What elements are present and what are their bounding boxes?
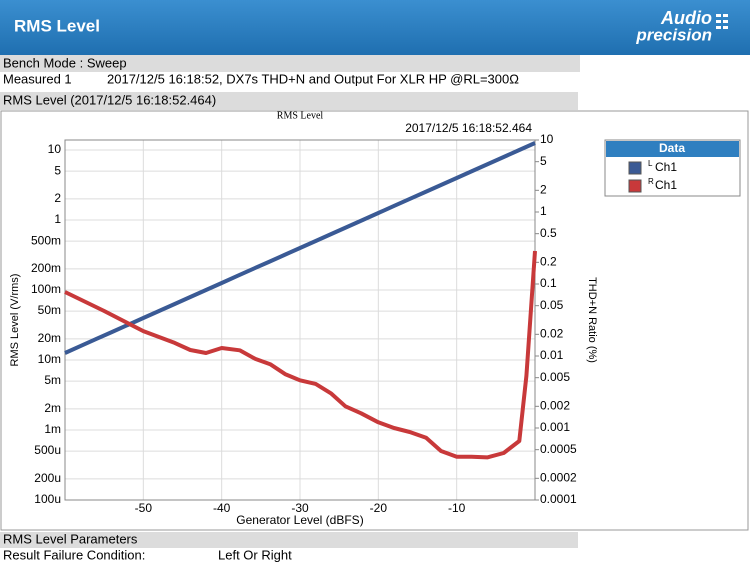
y-tick-label: 200u: [34, 471, 61, 485]
y2-tick-label: 0.001: [540, 420, 570, 434]
chart-subtitle: 2017/12/5 16:18:52.464: [405, 121, 532, 135]
x-tick-label: -20: [370, 501, 388, 515]
x-axis-label: Generator Level (dBFS): [236, 513, 363, 527]
bench-mode: Bench Mode : Sweep: [3, 55, 127, 70]
logo: precision: [635, 25, 712, 44]
y2-tick-label: 0.005: [540, 370, 570, 384]
y-tick-label: 5: [54, 163, 61, 177]
legend-header: [606, 141, 739, 157]
y-tick-label: 20m: [38, 331, 61, 345]
y2-tick-label: 0.0002: [540, 470, 577, 484]
y-tick-label: 10: [48, 142, 62, 156]
y2-tick-label: 0.0005: [540, 442, 577, 456]
legend-label: Ch1: [655, 160, 677, 174]
measured-label: Measured 1: [3, 71, 72, 86]
x-tick-label: -30: [291, 501, 309, 515]
legend-label: Ch1: [655, 178, 677, 192]
y-tick-label: 100m: [31, 282, 61, 296]
y-tick-label: 50m: [38, 303, 61, 317]
header-title: RMS Level: [14, 16, 100, 35]
legend-swatch: [628, 179, 642, 193]
y2-tick-label: 0.002: [540, 398, 570, 412]
parameter-value: Left Or Right: [218, 547, 292, 562]
row-bar: [0, 55, 580, 72]
section-bar: [0, 532, 578, 548]
y2-tick-label: 0.5: [540, 226, 557, 240]
y-axis-label: RMS Level (V/rms): [9, 274, 21, 367]
legend-title: Data: [659, 141, 685, 155]
y-tick-label: 200m: [31, 261, 61, 275]
y2-tick-label: 10: [540, 132, 554, 146]
y-tick-label: 1: [54, 212, 61, 226]
y2-tick-label: 2: [540, 182, 547, 196]
data-line: [64, 250, 537, 460]
y2-tick-label: 0.1: [540, 276, 557, 290]
legend-channel: L: [648, 159, 653, 168]
section-title: RMS Level (2017/12/5 16:18:52.464): [3, 92, 216, 107]
y-tick-label: 2: [54, 191, 61, 205]
y-tick-label: 500m: [31, 233, 61, 247]
legend-channel: R: [648, 177, 654, 186]
y2-tick-label: 0.0001: [540, 492, 577, 506]
data-line: [64, 141, 536, 355]
parameter-name: Result Failure Condition:: [3, 547, 145, 562]
logo-bars: [716, 14, 728, 29]
y-tick-label: 10m: [38, 352, 61, 366]
y-tick-label: 2m: [44, 401, 61, 415]
logo: Audio: [660, 8, 712, 28]
section-bar: [0, 92, 578, 110]
y2-tick-label: 1: [540, 204, 547, 218]
legend-swatch: [628, 161, 642, 175]
parameters-title: RMS Level Parameters: [3, 531, 138, 546]
x-tick-label: -10: [448, 501, 466, 515]
y2-tick-label: 0.05: [540, 298, 564, 312]
y-tick-label: 500u: [34, 443, 61, 457]
x-tick-label: -50: [135, 501, 153, 515]
chart-title: RMS Level: [277, 110, 324, 121]
x-tick-label: -40: [213, 501, 231, 515]
y2-tick-label: 0.01: [540, 348, 564, 362]
y-tick-label: 100u: [34, 492, 61, 506]
y2-axis-label: THD+N Ratio (%): [586, 277, 598, 363]
measured-text: 2017/12/5 16:18:52, DX7s THD+N and Outpu…: [107, 71, 519, 86]
header-bar: [0, 0, 750, 55]
y-tick-label: 1m: [44, 422, 61, 436]
y2-tick-label: 5: [540, 154, 547, 168]
y2-tick-label: 0.02: [540, 326, 564, 340]
y2-tick-label: 0.2: [540, 254, 557, 268]
plot-border: [64, 139, 536, 501]
y-tick-label: 5m: [44, 373, 61, 387]
